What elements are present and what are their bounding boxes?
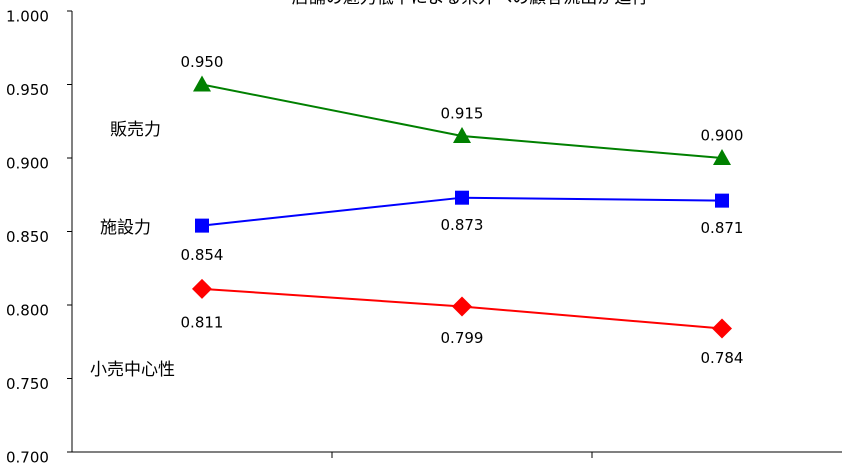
marker: [452, 296, 472, 317]
value-label: 0.900: [701, 127, 744, 145]
y-tick-label: 1.000: [6, 8, 49, 26]
y-tick-label: 0.900: [6, 155, 49, 173]
y-tick-label: 0.800: [6, 302, 49, 320]
value-label: 0.871: [701, 219, 744, 237]
y-tick-label: 0.950: [6, 81, 49, 99]
value-label: 0.915: [441, 104, 484, 122]
y-tick-label: 0.700: [6, 449, 49, 466]
marker: [193, 75, 211, 92]
value-label: 0.799: [441, 329, 484, 347]
marker: [713, 149, 731, 165]
marker: [455, 190, 469, 205]
series-label: 小売中心性: [90, 360, 175, 380]
y-tick-label: 0.850: [6, 228, 49, 246]
value-label: 0.854: [181, 246, 224, 264]
marker: [195, 218, 209, 233]
series-label: 施設力: [100, 218, 151, 238]
value-label: 0.873: [441, 216, 484, 234]
value-label: 0.784: [701, 349, 744, 367]
chart-title: 店舗の魅力低下による県外への顧客流出が進行: [292, 0, 649, 8]
value-label: 0.950: [181, 53, 224, 71]
value-label: 0.811: [181, 313, 224, 331]
y-tick-label: 0.750: [6, 375, 49, 393]
marker: [453, 126, 471, 143]
series-label: 販売力: [110, 120, 161, 140]
marker: [712, 318, 732, 339]
marker: [715, 193, 729, 208]
marker: [192, 278, 212, 299]
